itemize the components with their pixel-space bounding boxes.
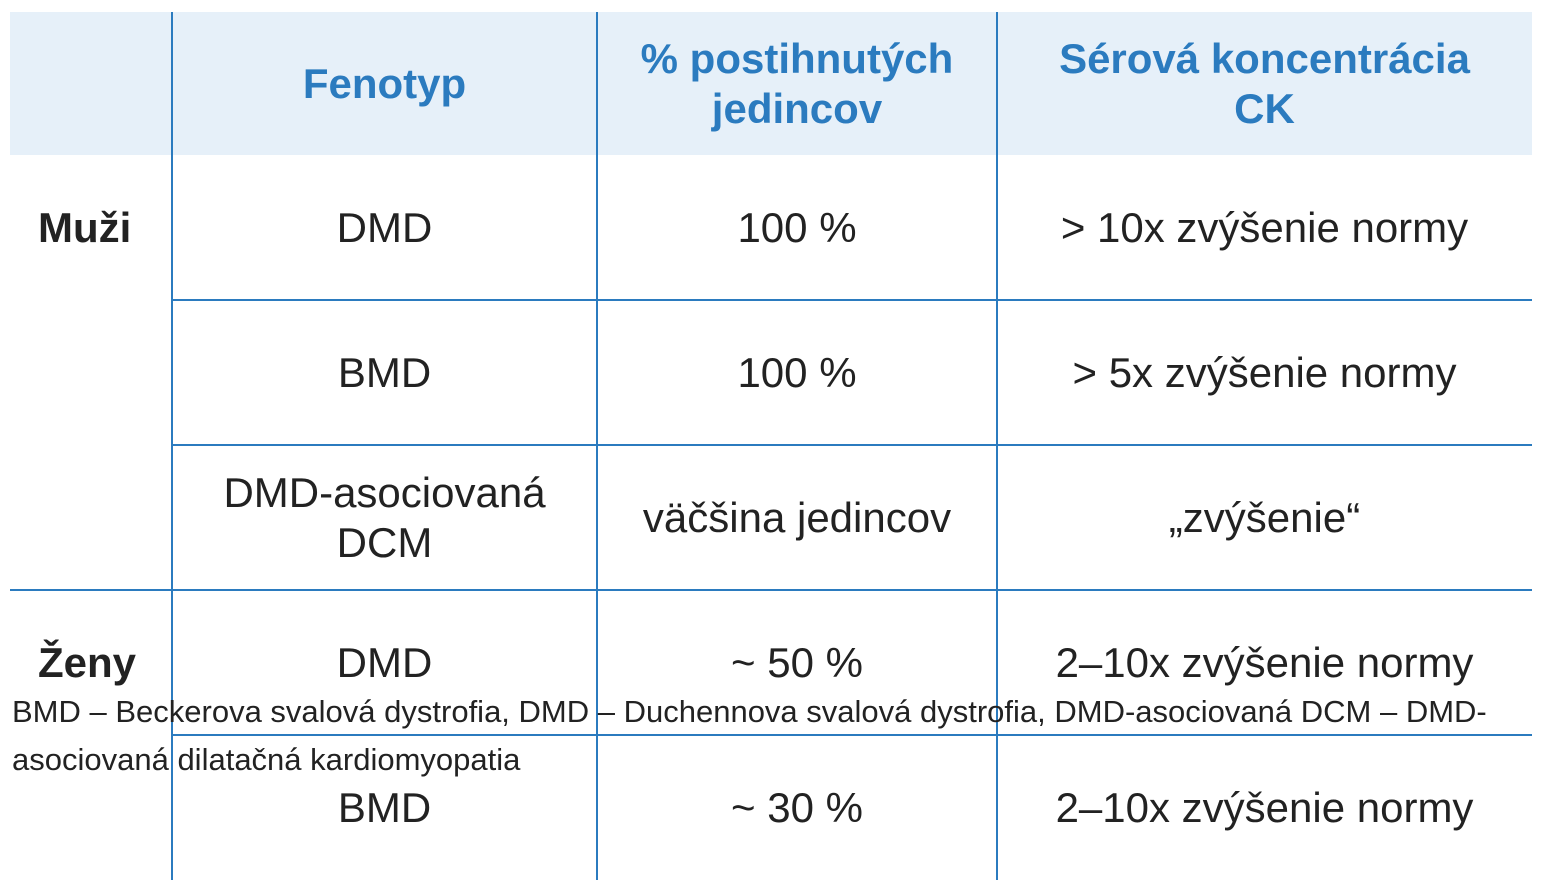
- header-cell: Fenotyp: [172, 12, 597, 155]
- group-label: Ženy: [38, 638, 137, 686]
- table-cell: „zvýšenie“: [1168, 493, 1361, 541]
- table-cell: ~ 50 %: [731, 638, 863, 686]
- group-divider: [10, 589, 1532, 591]
- column-divider: [996, 12, 998, 880]
- group-label: Muži: [38, 203, 132, 251]
- table-cell: väčšina jedincov: [642, 493, 952, 541]
- row-divider: [172, 299, 1532, 301]
- table-cell: DMD-asociovaná DCM: [223, 468, 546, 566]
- page: Fenotyp% postihnutých jedincov Sérová kon…: [10, 12, 1532, 880]
- table-cell: > 5x zvýšenie normy: [1072, 348, 1457, 396]
- row-divider: [172, 444, 1532, 446]
- column-divider: [171, 12, 173, 880]
- header-cell: % postihnutých jedincov: [597, 12, 997, 155]
- table-cell: BMD: [337, 348, 432, 396]
- table-cell: 100 %: [737, 203, 857, 251]
- table-cell: DMD: [336, 638, 433, 686]
- footnote: BMD – Beckerova svalová dystrofia, DMD –…: [12, 694, 1487, 777]
- header-corner: [10, 12, 172, 155]
- column-divider: [596, 12, 598, 880]
- header-cell: Sérová koncentrácia CK: [997, 12, 1532, 155]
- table-cell: 2–10x zvýšenie normy: [1055, 638, 1474, 686]
- table-cell: > 10x zvýšenie normy: [1060, 203, 1469, 251]
- row-divider: [172, 734, 1532, 736]
- table-cell: DMD: [336, 203, 433, 251]
- table-cell: 100 %: [737, 348, 857, 396]
